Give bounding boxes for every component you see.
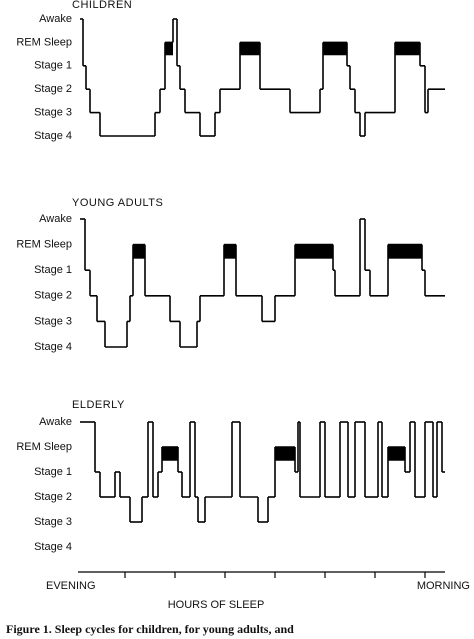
y-tick-label: Stage 4: [34, 341, 72, 353]
rem-bar: [388, 447, 405, 461]
y-tick-label: Stage 1: [34, 60, 72, 72]
panel-title: ELDERLY: [72, 399, 125, 411]
y-tick-label: Stage 1: [34, 264, 72, 276]
rem-bar: [165, 42, 173, 56]
rem-bar: [323, 42, 347, 56]
y-tick-label: Stage 4: [34, 541, 72, 553]
y-tick-label: Stage 2: [34, 83, 72, 95]
panel-title: YOUNG ADULTS: [72, 197, 163, 209]
y-tick-label: Stage 2: [34, 491, 72, 503]
y-tick-label: Stage 2: [34, 290, 72, 302]
y-tick-label: REM Sleep: [16, 36, 72, 48]
rem-bar: [275, 447, 295, 461]
rem-bar: [133, 244, 145, 259]
rem-bar: [395, 42, 420, 56]
rem-bar: [388, 244, 422, 259]
x-end-label: MORNING: [417, 580, 470, 592]
y-tick-label: REM Sleep: [16, 441, 72, 453]
rem-bar: [295, 244, 333, 259]
y-tick-label: Stage 4: [34, 130, 72, 142]
y-tick-label: Stage 3: [34, 516, 72, 528]
y-tick-label: Stage 3: [34, 107, 72, 119]
caption: Figure 1. Sleep cycles for children, for…: [6, 622, 294, 636]
rem-bar: [224, 244, 236, 259]
x-axis-label: HOURS OF SLEEP: [168, 599, 265, 611]
panel-title: CHILDREN: [72, 0, 132, 11]
y-tick-label: Stage 1: [34, 466, 72, 478]
y-tick-label: Awake: [39, 13, 72, 25]
y-tick-label: Stage 3: [34, 315, 72, 327]
rem-bar: [240, 42, 260, 56]
y-tick-label: Awake: [39, 416, 72, 428]
rem-bar: [162, 447, 178, 461]
y-tick-label: Awake: [39, 213, 72, 225]
y-tick-label: REM Sleep: [16, 239, 72, 251]
x-start-label: EVENING: [46, 580, 96, 592]
